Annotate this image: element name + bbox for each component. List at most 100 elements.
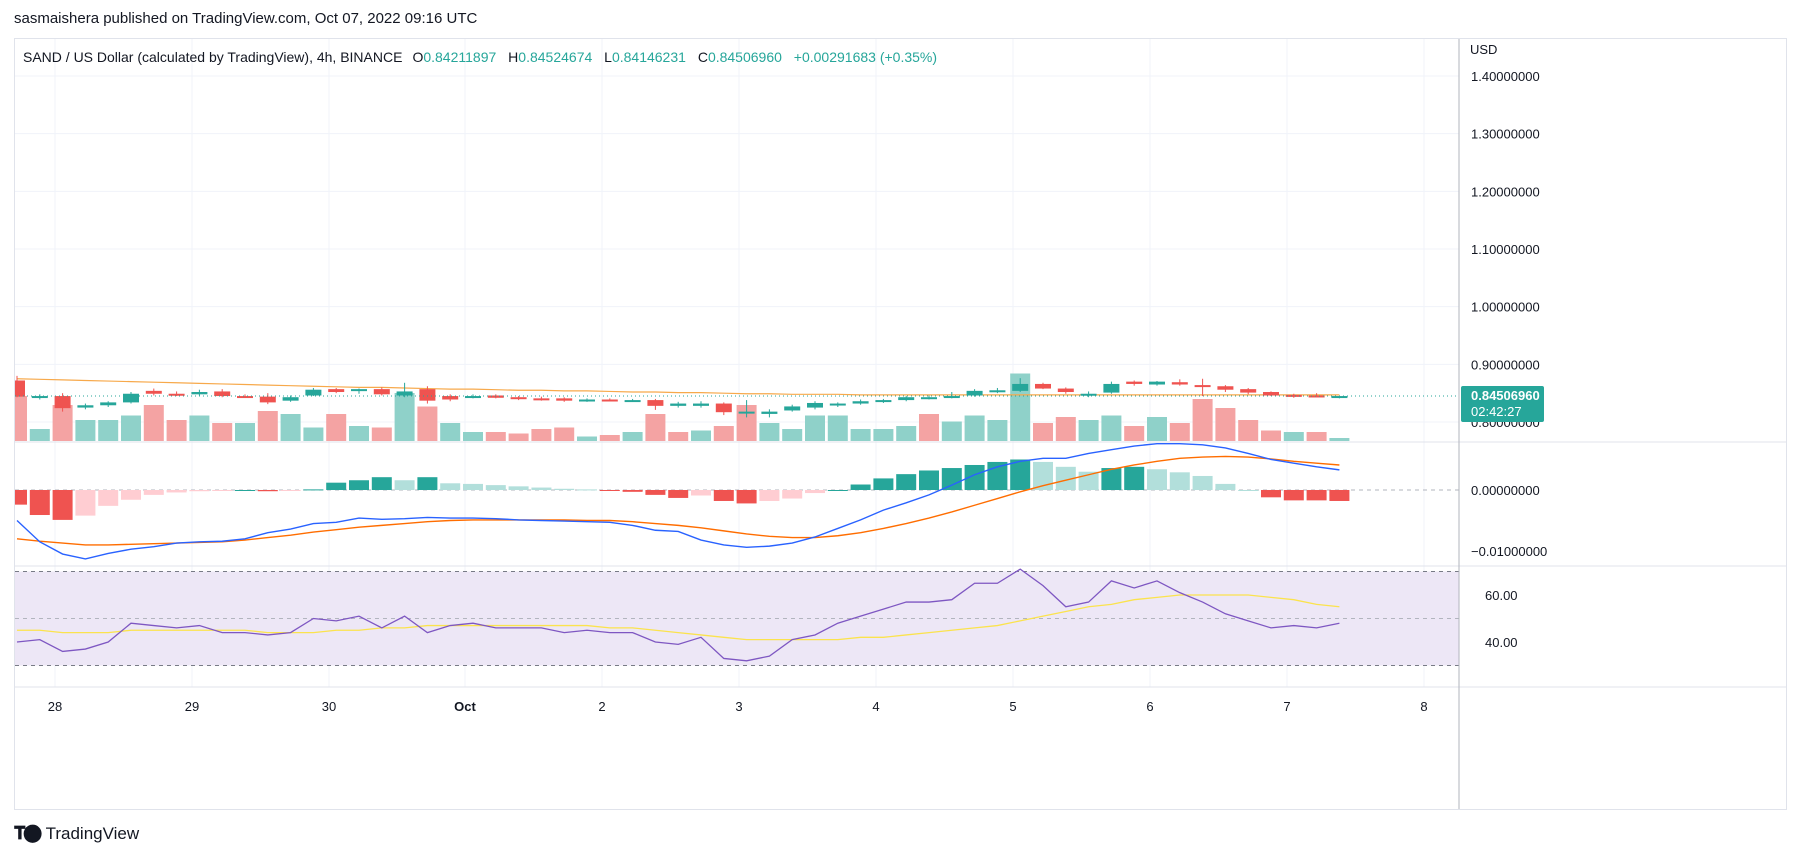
candle-body[interactable] bbox=[989, 390, 1006, 393]
macd-histogram-bar bbox=[759, 490, 780, 501]
volume-bar bbox=[212, 423, 233, 441]
candle-body[interactable] bbox=[1171, 382, 1188, 385]
volume-bar bbox=[440, 423, 461, 441]
macd-histogram-bar bbox=[577, 489, 597, 491]
candle-body[interactable] bbox=[54, 396, 71, 409]
candle-body[interactable] bbox=[647, 400, 664, 406]
candle-body[interactable] bbox=[670, 403, 687, 406]
candle-body[interactable] bbox=[579, 399, 595, 402]
candle-body[interactable] bbox=[328, 389, 345, 393]
price-axis-tick: 1.10000000 bbox=[1471, 242, 1540, 257]
candle-body[interactable] bbox=[77, 405, 94, 408]
price-axis-tick: 0.90000000 bbox=[1471, 357, 1540, 372]
candle-body[interactable] bbox=[738, 411, 755, 414]
candle-body[interactable] bbox=[396, 391, 413, 396]
candle-body[interactable] bbox=[487, 395, 504, 398]
candle-body[interactable] bbox=[852, 401, 869, 404]
candle-body[interactable] bbox=[214, 391, 231, 397]
candle-body[interactable] bbox=[624, 400, 641, 403]
volume-bar bbox=[987, 420, 1008, 441]
chart-frame[interactable]: USD 1.40000000 1.30000000 1.20000000 1.10000… bbox=[7, 38, 1787, 810]
time-axis-label: 3 bbox=[735, 699, 742, 714]
candle-body[interactable] bbox=[9, 380, 25, 397]
candle-body[interactable] bbox=[761, 411, 778, 414]
price-axis-tick: 1.30000000 bbox=[1471, 127, 1540, 142]
candle-body[interactable] bbox=[259, 396, 276, 403]
macd-histogram-bar bbox=[1055, 466, 1076, 490]
candle-body[interactable] bbox=[1035, 383, 1051, 389]
candle-body[interactable] bbox=[533, 398, 550, 401]
tradingview-brand: TradingView bbox=[45, 823, 140, 843]
candle-body[interactable] bbox=[145, 390, 162, 394]
candle-body[interactable] bbox=[1012, 383, 1029, 391]
time-axis-label: Oct bbox=[454, 699, 476, 714]
macd-histogram-bar bbox=[599, 490, 620, 491]
candle-body[interactable] bbox=[807, 402, 823, 408]
candle-body[interactable] bbox=[351, 389, 367, 392]
macd-histogram-bar bbox=[52, 490, 73, 520]
candle-body[interactable] bbox=[1149, 381, 1165, 385]
macd-histogram-bar bbox=[417, 477, 438, 490]
candle-body[interactable] bbox=[1057, 388, 1074, 393]
candle-body[interactable] bbox=[282, 397, 299, 401]
candle-body[interactable] bbox=[1103, 383, 1120, 393]
macd-histogram-bar bbox=[303, 489, 324, 491]
candle-body[interactable] bbox=[1240, 389, 1257, 393]
candle-body[interactable] bbox=[556, 398, 573, 401]
macd-histogram-bar bbox=[827, 490, 848, 491]
rsi-pane[interactable] bbox=[15, 568, 1459, 666]
chart-canvas[interactable]: USD 1.40000000 1.30000000 1.20000000 1.10000… bbox=[7, 39, 1786, 809]
candle-body[interactable] bbox=[1263, 392, 1279, 396]
macd-axis-tick: −0.01000000 bbox=[1471, 544, 1547, 559]
candle-body[interactable] bbox=[693, 403, 709, 406]
last-price-badge bbox=[1461, 386, 1544, 423]
candle-body[interactable] bbox=[1126, 381, 1143, 384]
candle-body[interactable] bbox=[875, 400, 892, 403]
candle-body[interactable] bbox=[1285, 394, 1302, 397]
candle-body[interactable] bbox=[784, 406, 801, 411]
time-axis-label: 6 bbox=[1146, 699, 1153, 714]
candle-body[interactable] bbox=[31, 396, 48, 399]
candle-body[interactable] bbox=[123, 393, 139, 403]
macd-histogram-bar bbox=[736, 490, 757, 504]
candle-body[interactable] bbox=[1194, 385, 1211, 388]
time-axis-label: 4 bbox=[872, 699, 879, 714]
candle-body[interactable] bbox=[168, 393, 185, 396]
candle-body[interactable] bbox=[1217, 386, 1234, 390]
candle-body[interactable] bbox=[943, 396, 960, 399]
candle-body[interactable] bbox=[442, 396, 459, 400]
volume-bar bbox=[873, 429, 894, 441]
candle-body[interactable] bbox=[510, 397, 527, 400]
volume-bar bbox=[668, 432, 689, 441]
symbol-legend[interactable]: SAND / US Dollar (calculated by TradingV… bbox=[23, 49, 937, 65]
candle-body[interactable] bbox=[1308, 395, 1325, 398]
volume-bar bbox=[554, 427, 575, 441]
tradingview-logo[interactable]: 𝐓⬤ TradingView bbox=[14, 823, 139, 844]
candle-body[interactable] bbox=[1080, 393, 1097, 396]
macd-pane[interactable] bbox=[7, 442, 1459, 560]
rsi-axis-tick: 40.00 bbox=[1485, 635, 1518, 650]
price-pane[interactable] bbox=[7, 373, 1459, 442]
candle-body[interactable] bbox=[715, 403, 732, 413]
macd-histogram-bar bbox=[919, 470, 939, 490]
candle-body[interactable] bbox=[601, 399, 618, 402]
macd-histogram-bar bbox=[75, 490, 96, 516]
volume-bar bbox=[941, 421, 962, 441]
candle-body[interactable] bbox=[829, 403, 846, 406]
candle-body[interactable] bbox=[465, 396, 481, 399]
candle-body[interactable] bbox=[100, 402, 117, 406]
time-axis-label: 28 bbox=[48, 699, 62, 714]
volume-bar bbox=[75, 420, 96, 441]
volume-bar bbox=[1261, 430, 1281, 441]
candle-body[interactable] bbox=[305, 389, 322, 396]
candle-body[interactable] bbox=[898, 397, 915, 401]
candle-body[interactable] bbox=[191, 392, 208, 395]
volume-bar bbox=[235, 423, 255, 441]
candle-body[interactable] bbox=[237, 396, 253, 399]
macd-histogram-bar bbox=[371, 477, 392, 490]
candle-body[interactable] bbox=[1331, 396, 1348, 399]
candle-body[interactable] bbox=[419, 389, 436, 401]
candle-body[interactable] bbox=[966, 390, 983, 396]
candle-body[interactable] bbox=[921, 397, 937, 400]
candle-body[interactable] bbox=[373, 389, 390, 395]
